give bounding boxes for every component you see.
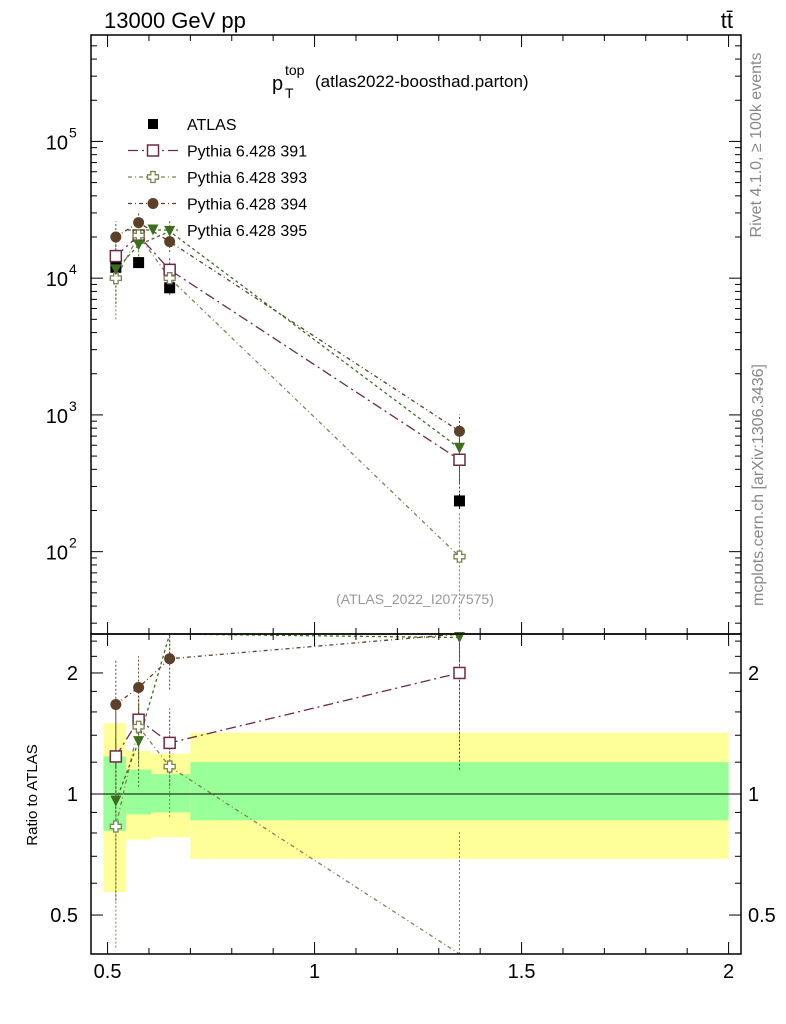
side-label-mcplots: mcplots.cern.ch [arXiv:1306.3436] (750, 364, 767, 606)
main-marker-series-3-point-1 (133, 217, 145, 229)
x-tick-label-1: 1 (309, 961, 320, 983)
ratio-markers (109, 632, 466, 833)
ratio-marker-series-2-point-2 (163, 760, 176, 773)
ratio-marker-series-1-point-3 (453, 666, 466, 680)
plot-title: p (272, 73, 283, 95)
ratio-line-series-2 (115, 725, 460, 955)
plot-title-main: p (272, 73, 283, 95)
plot-title-sup: top (285, 62, 305, 78)
legend-label-4: Pythia 6.428 395 (187, 223, 307, 240)
ratio-ytick-label-right-1: 1 (748, 784, 759, 806)
ratio-marker-series-3-point-1 (133, 682, 145, 694)
ratio-band-inner-1 (126, 769, 152, 815)
main-ytick-exp-1: 3 (69, 398, 77, 414)
legend-marker-2 (146, 170, 160, 184)
legend-label-1: Pythia 6.428 391 (187, 144, 307, 161)
ratio-axis-ticks: 0.5 0.5 1 1 2 2 (50, 640, 776, 955)
legend-label-2: Pythia 6.428 393 (187, 170, 307, 187)
legend-marker-1 (146, 144, 160, 157)
main-markers (109, 217, 466, 563)
legend-label-3: Pythia 6.428 394 (187, 197, 307, 214)
main-marker-series-4-point-2 (164, 225, 176, 237)
ratio-marker-series-2-point-1 (132, 720, 145, 733)
main-marker-series-3-point-2 (164, 236, 176, 248)
main-ytick-exp-0: 2 (69, 535, 77, 551)
legend-marker-0 (148, 119, 158, 129)
plot-title-rest: (atlas2022-boosthad.parton) (315, 72, 529, 91)
ratio-ytick-label-left-0: 0.5 (50, 905, 78, 927)
main-ytick-label-0: 10 (46, 543, 68, 565)
ratio-ytick-label-left-2: 2 (67, 663, 78, 685)
main-line-series-1 (115, 234, 460, 461)
legend-marker-3 (147, 198, 159, 209)
ratio-marker-series-1-point-2 (163, 736, 176, 750)
header-collision-label: 13000 GeV pp (104, 8, 246, 33)
ratio-ytick-label-left-1: 1 (67, 784, 78, 806)
main-marker-series-1-point-0 (109, 249, 123, 263)
ratio-panel: 0.5 0.5 1 1 2 2 Ratio to ATLAS (24, 632, 776, 955)
ratio-ytick-label-right-2: 2 (748, 663, 759, 685)
x-tick-label-2: 1.5 (508, 961, 536, 983)
legend: ATLAS Pythia 6.428 391 Pythia 6.428 393 Pyt… (128, 117, 307, 240)
main-marker-series-3-point-3 (453, 425, 465, 437)
ratio-marker-series-4-point-0 (110, 795, 122, 807)
main-line-series-4 (115, 230, 460, 449)
ratio-marker-series-4-point-3 (453, 632, 465, 644)
ratio-marker-series-1-point-0 (109, 750, 123, 763)
analysis-watermark: (ATLAS_2022_I2077575) (336, 591, 494, 607)
main-ytick-label-3: 10 (46, 132, 68, 154)
x-tick-label-0: 0.5 (94, 961, 122, 983)
main-marker-series-3-point-0 (110, 231, 122, 243)
main-marker-series-2-point-0 (109, 272, 122, 285)
main-marker-series-1-point-3 (453, 453, 466, 467)
main-marker-series-2-point-2 (163, 272, 176, 285)
main-ytick-exp-3: 5 (69, 124, 77, 140)
ratio-line-series-1 (115, 672, 460, 757)
main-marker-series-0-point-3 (453, 495, 465, 507)
side-label-rivet: Rivet 4.1.0, ≥ 100k events (748, 53, 765, 238)
main-marker-series-4-point-1 (133, 239, 145, 251)
x-tick-label-3: 2 (723, 961, 734, 983)
ratio-band-inner-3 (190, 762, 729, 821)
main-line-series-3 (115, 221, 460, 432)
ratio-band-inner-2 (151, 774, 191, 813)
ratio-marker-series-2-point-0 (109, 820, 122, 833)
main-marker-series-4-point-0 (110, 264, 122, 276)
ratio-y-axis-label: Ratio to ATLAS (24, 744, 41, 845)
ratio-marker-series-3-point-0 (110, 698, 122, 710)
legend-marker-4 (147, 224, 159, 236)
main-ytick-label-1: 10 (46, 406, 68, 428)
header-process-label: tt̄ (721, 8, 733, 33)
ratio-uncertainty-bands (103, 723, 729, 893)
ratio-marker-series-3-point-2 (164, 653, 176, 665)
main-marker-series-4-point-3 (453, 442, 465, 454)
main-ytick-label-2: 10 (46, 269, 68, 291)
x-axis-ticks: 0.5 1 1.5 2 (94, 35, 734, 983)
main-ytick-exp-2: 4 (69, 261, 77, 277)
main-line-series-2 (115, 234, 460, 558)
ratio-line-series-3 (115, 633, 460, 705)
main-marker-series-0-point-1 (133, 257, 145, 269)
ratio-marker-series-4-point-1 (133, 736, 145, 748)
main-marker-series-2-point-3 (453, 550, 466, 563)
legend-label-0: ATLAS (187, 117, 237, 134)
main-marker-series-0-point-2 (164, 282, 176, 294)
ratio-ytick-label-right-0: 0.5 (748, 905, 776, 927)
plot-title-sub: T (285, 85, 294, 101)
